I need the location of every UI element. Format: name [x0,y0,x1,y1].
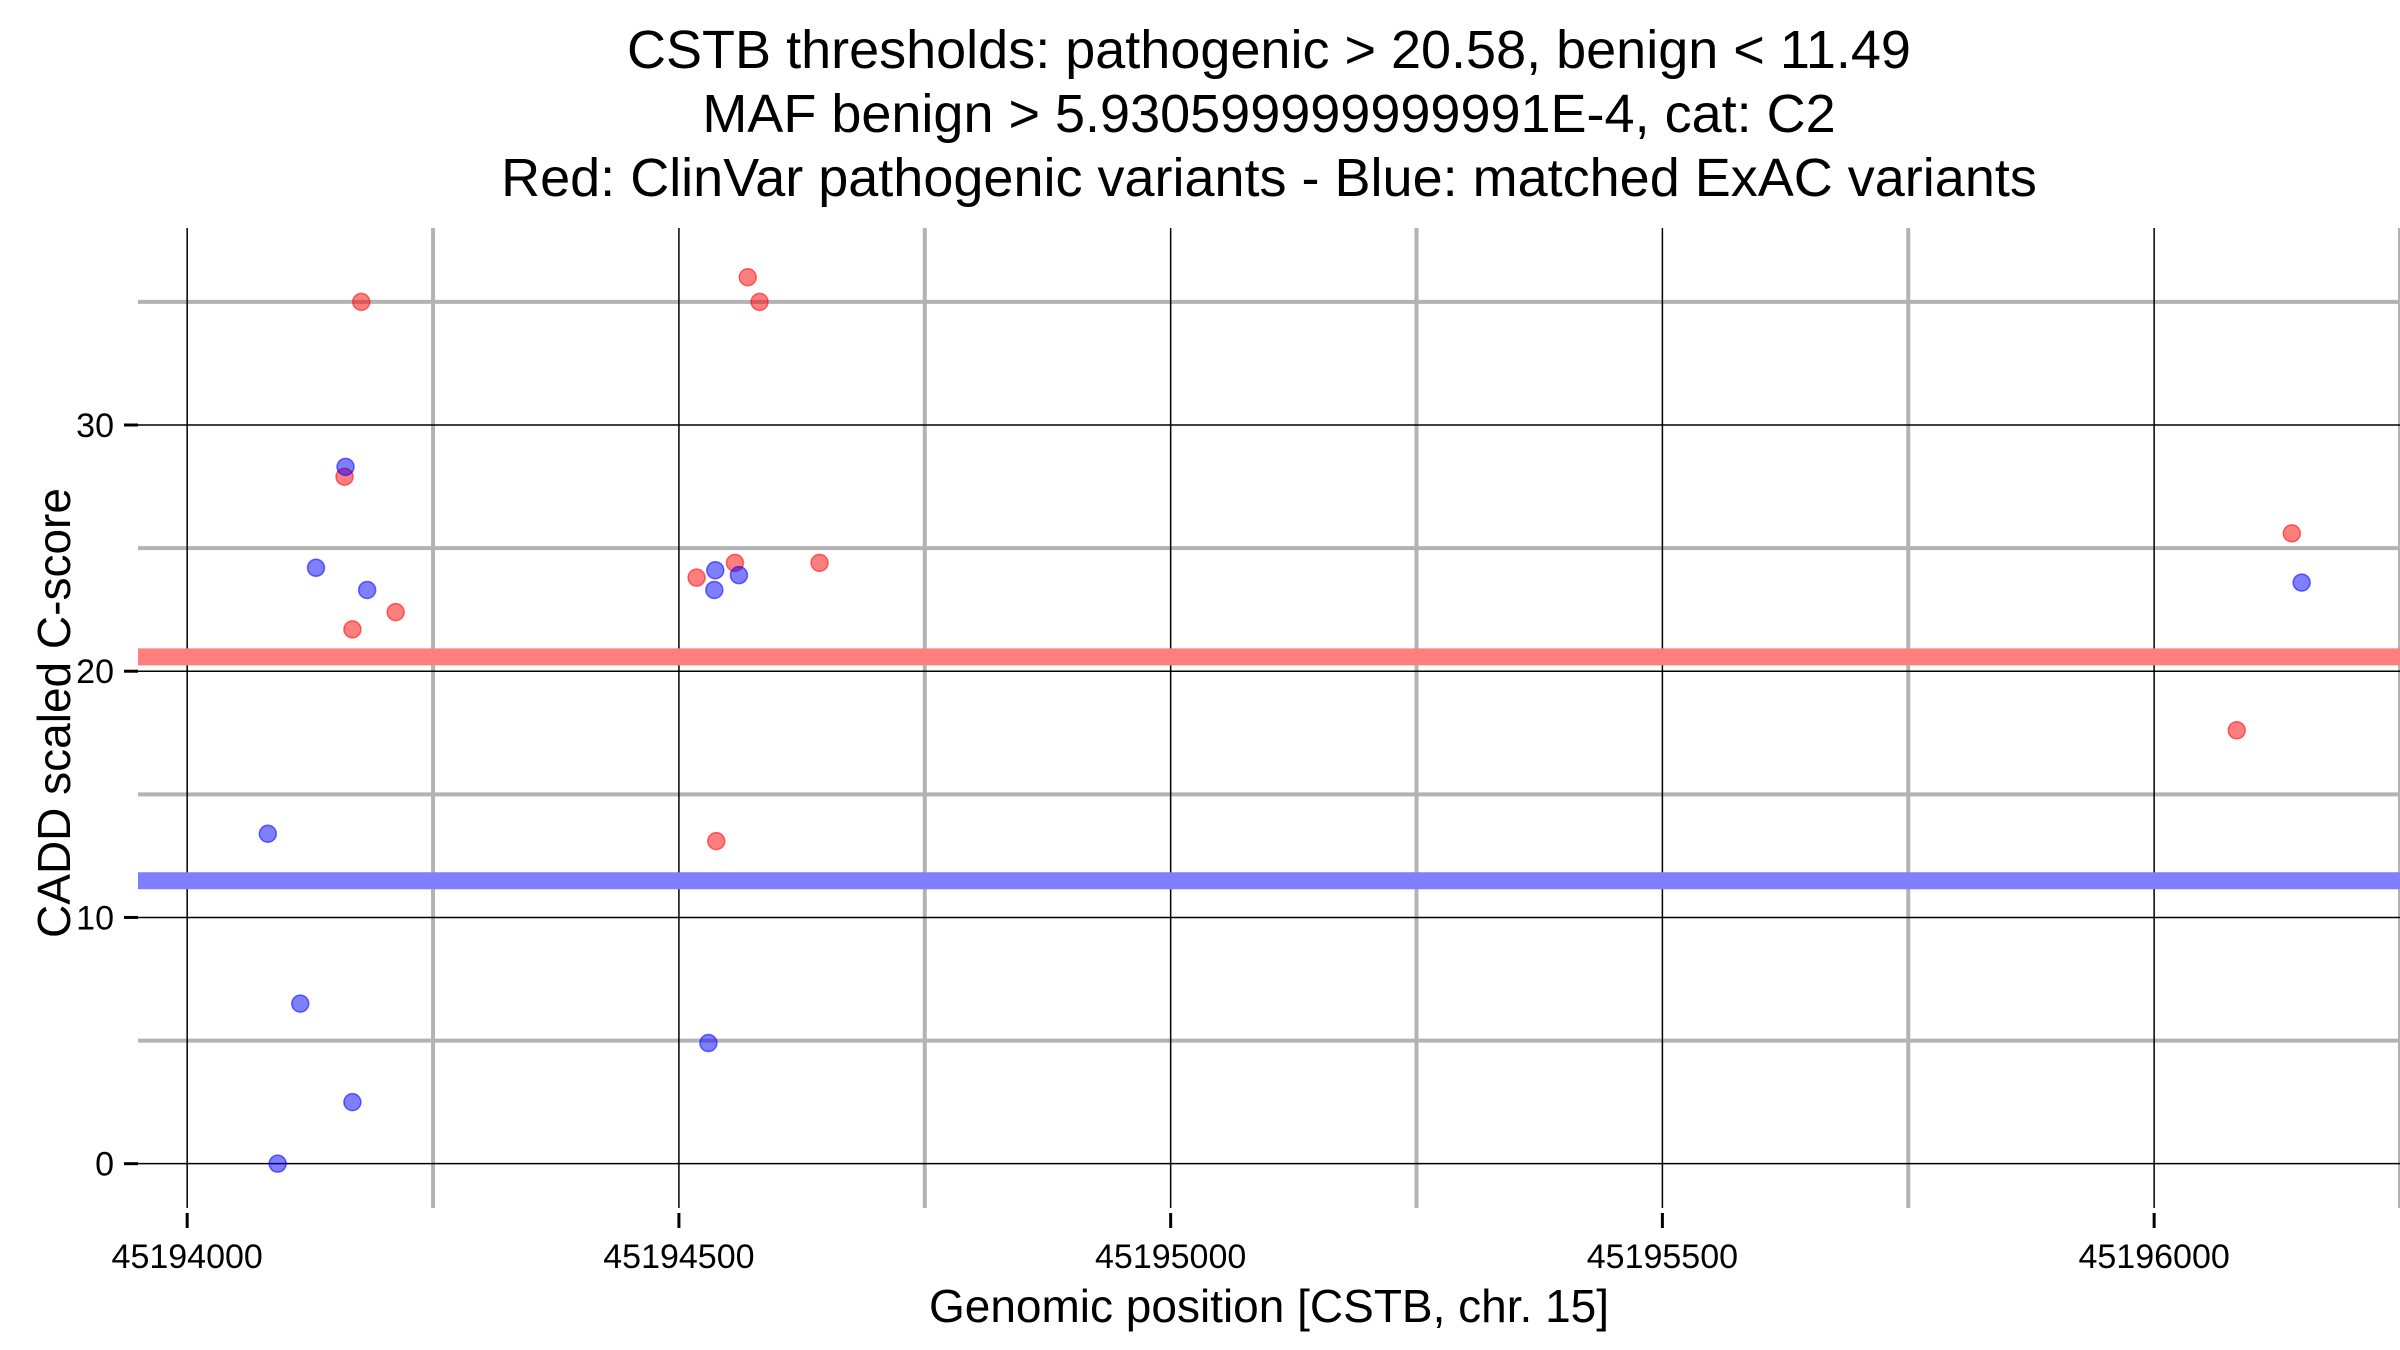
y-axis-title: CADD scaled C-score [28,488,80,938]
chart-title-line-1: CSTB thresholds: pathogenic > 20.58, ben… [627,20,1911,80]
chart-title-line-3: Red: ClinVar pathogenic variants - Blue:… [501,148,2037,208]
x-axis-title: Genomic position [CSTB, chr. 15] [929,1280,1609,1332]
exac-point-9 [705,580,724,600]
clinvar-point-2 [343,620,362,639]
clinvar-point-0 [351,292,371,312]
y-tick-label-3: 30 [76,407,114,445]
x-tick-label-4: 45196000 [2078,1238,2229,1276]
clinvar-point-5 [750,292,769,312]
clinvar-point-4 [738,267,758,287]
threshold-layer [138,648,2400,890]
exac-point-3 [258,824,278,843]
exac-point-10 [699,1033,718,1053]
chart-title-line-2: MAF benign > 5.930599999999991E-4, cat: … [702,84,1835,144]
clinvar-point-8 [810,553,829,573]
y-tick-label-2: 20 [76,653,114,691]
y-tick-label-0: 0 [95,1146,114,1184]
clinvar-point-10 [2282,524,2302,543]
grid-layer [138,228,2400,1208]
clinvar-point-3 [386,602,405,622]
exac-point-5 [343,1092,362,1112]
axis-layer: 0 10 20 30 45194000 45194500 45195000 45195500 4… [76,407,2230,1276]
exac-point-4 [291,994,310,1013]
x-tick-label-0: 45194000 [112,1238,263,1276]
exac-point-8 [729,565,749,585]
x-tick-label-3: 45195500 [1587,1238,1738,1276]
title-layer: CSTB thresholds: pathogenic > 20.58, ben… [501,20,2037,208]
exac-point-11 [2292,573,2311,592]
exac-point-0 [336,457,355,477]
point-layer [258,267,2311,1173]
x-tick-label-2: 45195000 [1095,1238,1246,1276]
x-tick-label-1: 45194500 [603,1238,754,1276]
y-tick-label-1: 10 [76,899,114,937]
clinvar-point-11 [2227,721,2246,740]
clinvar-point-6 [687,568,706,587]
exac-point-2 [357,580,377,600]
exac-point-7 [706,561,725,580]
exac-point-6 [268,1154,287,1173]
exac-point-1 [306,558,326,578]
clinvar-point-9 [707,831,726,851]
